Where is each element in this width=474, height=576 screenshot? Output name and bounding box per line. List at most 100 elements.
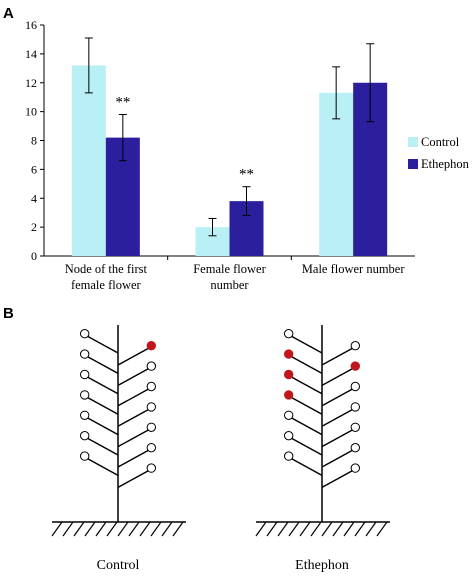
x-category-line: Female flower — [193, 262, 266, 276]
x-category-line: female flower — [71, 278, 142, 292]
female-flower-node — [283, 390, 294, 400]
plant-ethephon: Ethephon — [255, 325, 390, 573]
branch-right — [117, 367, 150, 387]
branch-right — [117, 449, 150, 468]
branch-left — [290, 376, 323, 395]
y-tick-label: 14 — [25, 47, 37, 61]
branch-left — [86, 396, 119, 415]
branch-right — [321, 388, 354, 407]
y-tick-label: 16 — [25, 18, 37, 32]
male-flower-node — [283, 328, 294, 339]
bar-control-0 — [71, 65, 106, 256]
branch-left — [290, 457, 323, 477]
ground-hatch — [299, 521, 311, 537]
male-flower-node — [283, 430, 294, 441]
panel-label-a: A — [3, 5, 14, 22]
branch-left — [86, 437, 119, 456]
ground-hatch — [161, 521, 173, 537]
ground-hatch — [321, 521, 333, 537]
branch-right — [117, 347, 150, 366]
branch-left — [86, 416, 119, 436]
branch-left — [86, 457, 119, 477]
ground-hatch — [62, 521, 74, 537]
y-tick-label: 6 — [31, 162, 37, 176]
ground-hatch — [172, 521, 184, 537]
y-tick-label: 0 — [31, 249, 37, 263]
x-category-label: Node of the first female flower — [65, 262, 148, 292]
panel-label-b: B — [3, 305, 14, 322]
ground-hatch — [277, 521, 289, 537]
male-flower-node — [350, 381, 361, 392]
chart-legend: Control Ethephon — [408, 135, 470, 171]
plant-control: Control — [51, 325, 186, 573]
significance-marker: ** — [115, 95, 130, 111]
ground-hatch — [106, 521, 118, 537]
legend-swatch-ethephon — [408, 159, 418, 169]
male-flower-node — [350, 340, 361, 351]
ground-hatch — [95, 521, 107, 537]
male-flower-node — [79, 410, 90, 420]
male-flower-node — [79, 430, 90, 441]
branch-left — [290, 335, 323, 354]
ground-hatch — [150, 521, 162, 537]
branch-right — [117, 469, 150, 489]
branch-right — [117, 388, 150, 407]
y-tick-label: 8 — [31, 134, 37, 148]
legend-swatch-control — [408, 137, 418, 147]
bar-chart: 0 2 4 6 8 10 12 14 16 Node of the first female flo… — [25, 18, 415, 292]
x-category-label: Female flower number — [193, 262, 266, 292]
ground-hatch — [117, 521, 129, 537]
branch-left — [86, 376, 119, 395]
legend-label: Control — [421, 135, 460, 149]
ground-hatch — [255, 521, 267, 537]
bar-control-2 — [319, 92, 354, 256]
ground-hatch — [354, 521, 366, 537]
x-category-line: Male flower number — [302, 262, 406, 276]
male-flower-node — [79, 369, 90, 380]
branch-right — [321, 469, 354, 489]
plant-diagram: Control Ethephon — [51, 325, 390, 573]
branch-left — [290, 355, 323, 375]
y-tick-label: 12 — [25, 76, 37, 90]
ground-hatch — [332, 521, 344, 537]
male-flower-node — [79, 390, 90, 400]
significance-marker: ** — [239, 167, 254, 183]
legend-label: Ethephon — [421, 157, 470, 171]
branch-right — [321, 428, 354, 448]
female-flower-node — [283, 349, 294, 359]
ground-hatch — [376, 521, 388, 537]
female-flower-node — [283, 369, 294, 380]
male-flower-node — [283, 410, 294, 420]
branch-right — [321, 347, 354, 366]
y-tick-label: 10 — [25, 105, 37, 119]
male-flower-node — [146, 442, 157, 453]
ground-hatch — [84, 521, 96, 537]
ground-hatch — [365, 521, 377, 537]
male-flower-node — [283, 451, 294, 461]
male-flower-node — [146, 422, 157, 432]
plant-label-ethephon: Ethephon — [295, 558, 349, 573]
male-flower-node — [79, 349, 90, 359]
ground-hatch — [73, 521, 85, 537]
male-flower-node — [350, 442, 361, 453]
y-tick-label: 2 — [31, 220, 37, 234]
branch-right — [321, 449, 354, 468]
ground-hatch — [343, 521, 355, 537]
branch-right — [321, 408, 354, 427]
ground-hatch — [310, 521, 322, 537]
male-flower-node — [350, 463, 361, 473]
ground-hatch — [288, 521, 300, 537]
branch-right — [117, 428, 150, 448]
female-flower-node — [146, 340, 157, 351]
x-category-line: Node of the first — [65, 262, 148, 276]
male-flower-node — [146, 381, 157, 392]
branch-left — [290, 396, 323, 415]
male-flower-node — [350, 402, 361, 412]
branch-left — [86, 335, 119, 354]
male-flower-node — [146, 402, 157, 412]
female-flower-node — [350, 361, 361, 371]
male-flower-node — [79, 451, 90, 461]
x-category-label: Male flower number — [302, 262, 406, 276]
plant-label-control: Control — [97, 558, 140, 573]
